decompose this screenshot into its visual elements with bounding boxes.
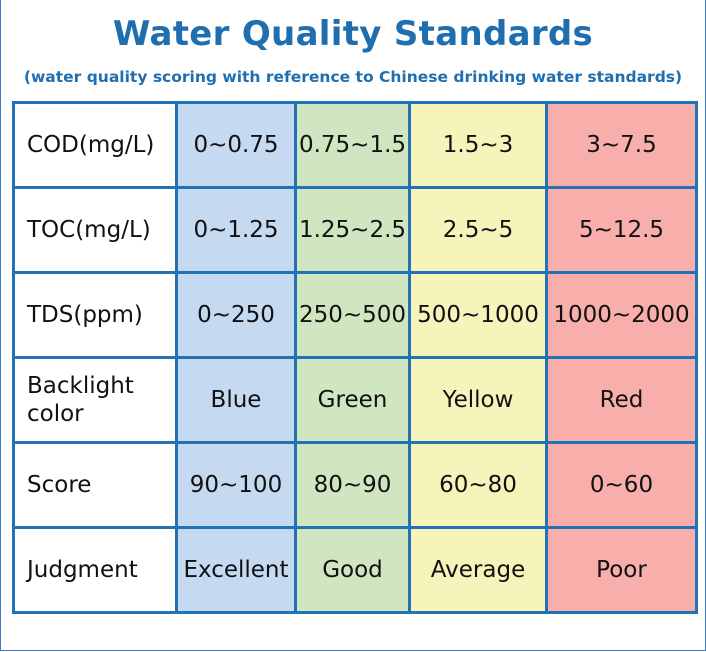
table-cell: Green [294, 356, 411, 444]
row-label: Score [12, 441, 178, 529]
page-title: Water Quality Standards [112, 14, 594, 54]
row-label: TOC(mg/L) [12, 186, 178, 274]
row-label: COD(mg/L) [12, 101, 178, 189]
row-label: TDS(ppm) [12, 271, 178, 359]
table-row: Backlight color Blue Green Yellow Red [12, 356, 698, 444]
table-row: Judgment Excellent Good Average Poor [12, 526, 698, 614]
table-cell: 1.5~3 [408, 101, 548, 189]
table-cell: 0~0.75 [175, 101, 297, 189]
row-label: Judgment [12, 526, 178, 614]
page-subtitle: (water quality scoring with reference to… [23, 68, 683, 86]
table-cell: 0.75~1.5 [294, 101, 411, 189]
table-cell: 1.25~2.5 [294, 186, 411, 274]
table-cell: Blue [175, 356, 297, 444]
table-cell: 500~1000 [408, 271, 548, 359]
table-cell: Good [294, 526, 411, 614]
table-cell: 250~500 [294, 271, 411, 359]
table-cell: 1000~2000 [545, 271, 698, 359]
table-row: TDS(ppm) 0~250 250~500 500~1000 1000~2000 [12, 271, 698, 359]
table-cell: 0~250 [175, 271, 297, 359]
table-cell: 5~12.5 [545, 186, 698, 274]
table-cell: 90~100 [175, 441, 297, 529]
table-cell: Poor [545, 526, 698, 614]
row-label: Backlight color [12, 356, 178, 444]
table-row: Score 90~100 80~90 60~80 0~60 [12, 441, 698, 529]
table-cell: 60~80 [408, 441, 548, 529]
table-cell: 2.5~5 [408, 186, 548, 274]
table-cell: Yellow [408, 356, 548, 444]
table-row: TOC(mg/L) 0~1.25 1.25~2.5 2.5~5 5~12.5 [12, 186, 698, 274]
table-cell: Red [545, 356, 698, 444]
table-row: COD(mg/L) 0~0.75 0.75~1.5 1.5~3 3~7.5 [12, 101, 698, 189]
table-cell: Excellent [175, 526, 297, 614]
table-cell: 3~7.5 [545, 101, 698, 189]
table-cell: 0~1.25 [175, 186, 297, 274]
standards-table: COD(mg/L) 0~0.75 0.75~1.5 1.5~3 3~7.5 TOC(mg/… [12, 101, 698, 614]
table-cell: Average [408, 526, 548, 614]
table-cell: 80~90 [294, 441, 411, 529]
table-cell: 0~60 [545, 441, 698, 529]
